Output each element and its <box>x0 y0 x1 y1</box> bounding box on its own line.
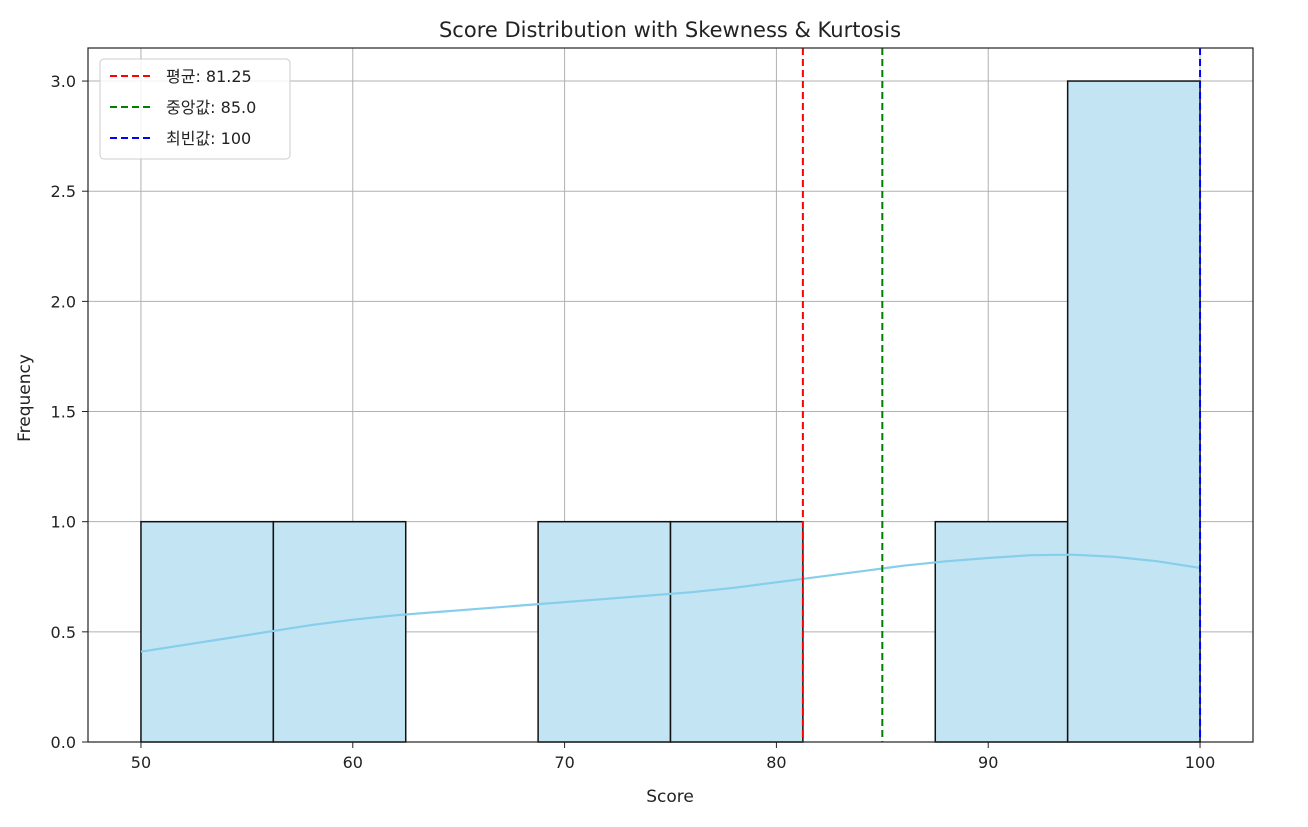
histogram-bar <box>934 520 1069 743</box>
x-tick-label: 80 <box>766 753 786 772</box>
x-tick-label: 70 <box>554 753 574 772</box>
y-tick-label: 0.5 <box>51 623 76 642</box>
chart-title: Score Distribution with Skewness & Kurto… <box>439 18 901 42</box>
histogram-bar <box>1066 80 1201 743</box>
legend-label: 평균: 81.25 <box>166 67 252 86</box>
x-axis-label: Score <box>646 787 694 807</box>
y-tick-label: 0.0 <box>51 733 76 752</box>
x-tick-label: 100 <box>1185 753 1216 772</box>
y-tick-label: 1.5 <box>51 403 76 422</box>
histogram-bar <box>140 520 275 743</box>
kde-line <box>140 553 1201 653</box>
histogram-bar <box>537 520 672 743</box>
kde-curve <box>140 553 1201 653</box>
legend-box <box>99 58 291 160</box>
reference-lines <box>801 48 1202 742</box>
y-tick-label: 2.0 <box>51 292 76 311</box>
histogram-bar <box>669 520 804 743</box>
y-axis-label: Frequency <box>15 354 35 442</box>
legend-label: 중앙값: 85.0 <box>166 98 256 117</box>
x-ticks: 50 60 70 80 90 100 <box>131 742 1216 772</box>
legend: 평균: 81.25 중앙값: 85.0 최빈값: 100 <box>99 58 291 160</box>
plot-frame <box>87 47 1254 743</box>
x-tick-label: 50 <box>131 753 151 772</box>
x-tick-label: 90 <box>978 753 998 772</box>
y-tick-label: 3.0 <box>51 72 76 91</box>
y-tick-label: 2.5 <box>51 182 76 201</box>
x-tick-label: 60 <box>343 753 363 772</box>
histogram-bars <box>140 80 1201 743</box>
legend-label: 최빈값: 100 <box>166 129 251 148</box>
y-tick-label: 1.0 <box>51 513 76 532</box>
y-ticks: 0.0 0.5 1.0 1.5 2.0 2.5 3.0 <box>51 72 88 752</box>
histogram-bar <box>272 520 407 743</box>
